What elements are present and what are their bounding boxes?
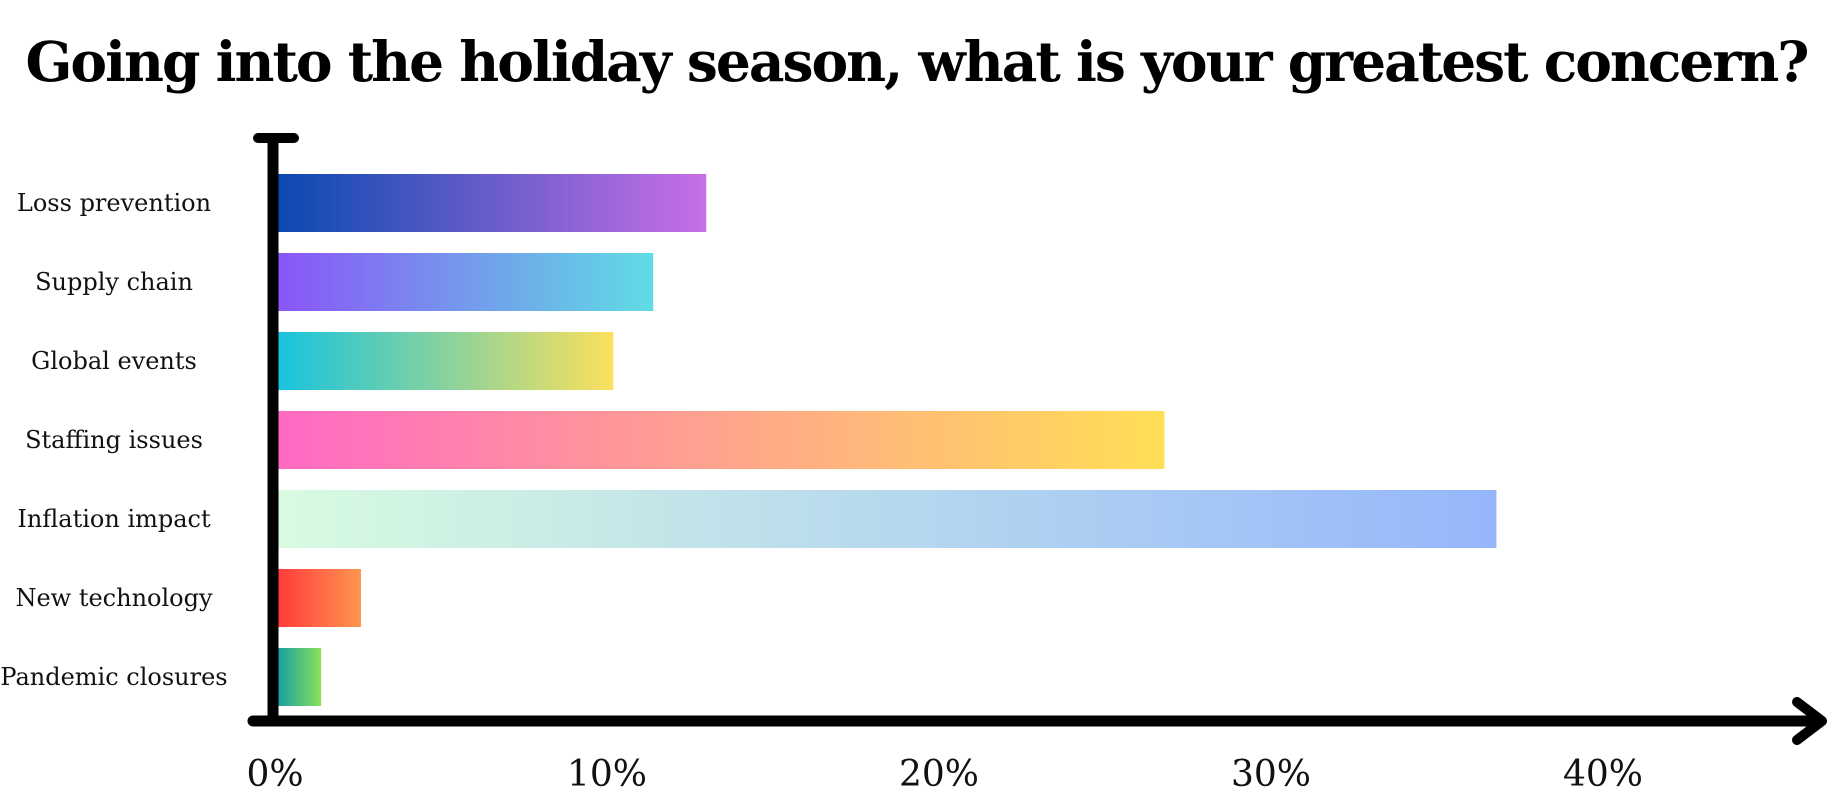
- axes: [247, 133, 1827, 745]
- category-label-supply-chain: Supply chain: [35, 268, 193, 296]
- x-tick-label-4: 40%: [1563, 754, 1643, 793]
- bar-inflation-impact: [278, 490, 1497, 548]
- bar-new-technology: [278, 569, 361, 627]
- category-label-inflation-impact: Inflation impact: [17, 505, 211, 533]
- category-label-pandemic-closures: Pandemic closures: [0, 663, 227, 691]
- category-label-loss-prevention: Loss prevention: [17, 189, 211, 217]
- category-labels: Loss prevention Supply chain Global events…: [0, 189, 227, 691]
- chart-title: Going into the holiday season, what is y…: [25, 29, 1809, 94]
- category-label-global-events: Global events: [31, 347, 197, 375]
- bar-pandemic-closures: [278, 648, 322, 706]
- bar-loss-prevention: [278, 174, 707, 232]
- bars-layer: [278, 174, 1497, 706]
- x-tick-labels: 0% 10% 20% 30% 40%: [246, 754, 1643, 793]
- bar-staffing-issues: [278, 411, 1165, 469]
- bar-global-events: [278, 332, 614, 390]
- bar-supply-chain: [278, 253, 654, 311]
- category-label-new-technology: New technology: [15, 584, 213, 612]
- x-axis-arrow: [1792, 697, 1827, 745]
- category-label-staffing-issues: Staffing issues: [25, 426, 203, 454]
- x-tick-label-0: 0%: [246, 754, 303, 793]
- x-tick-label-2: 20%: [899, 754, 979, 793]
- x-tick-label-3: 30%: [1231, 754, 1311, 793]
- x-tick-label-1: 10%: [567, 754, 647, 793]
